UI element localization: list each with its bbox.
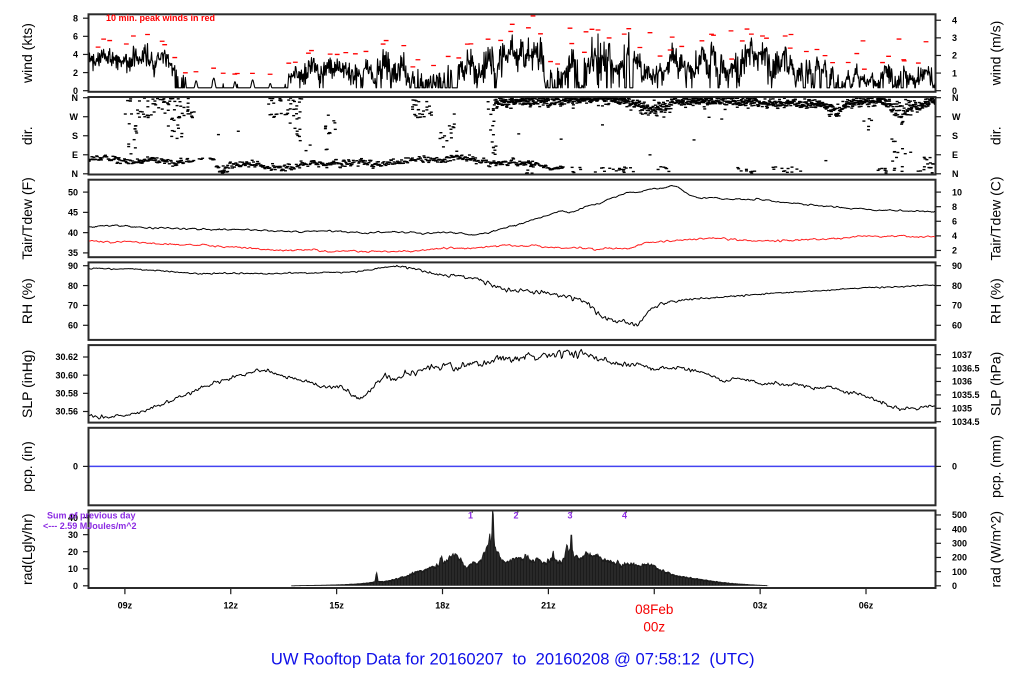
svg-text:1035: 1035	[952, 404, 972, 414]
svg-text:400: 400	[952, 524, 967, 534]
svg-text:500: 500	[952, 510, 967, 520]
svg-text:4: 4	[73, 50, 78, 60]
svg-text:0: 0	[73, 462, 78, 472]
svg-text:Tair/Tdew (C): Tair/Tdew (C)	[988, 176, 1004, 260]
svg-text:0: 0	[952, 86, 957, 96]
svg-text:4: 4	[622, 511, 627, 521]
svg-text:1: 1	[468, 511, 473, 521]
svg-text:90: 90	[952, 261, 962, 271]
svg-text:rad (W/m^2): rad (W/m^2)	[988, 511, 1004, 588]
svg-text:0: 0	[952, 462, 957, 472]
svg-text:Tair/Tdew (F): Tair/Tdew (F)	[19, 177, 35, 259]
svg-text:80: 80	[952, 281, 962, 291]
svg-text:E: E	[952, 150, 958, 160]
svg-text:12z: 12z	[224, 601, 239, 611]
svg-text:0: 0	[73, 86, 78, 96]
svg-text:pcp. (mm): pcp. (mm)	[988, 435, 1004, 498]
svg-text:3: 3	[952, 33, 957, 43]
svg-text:45: 45	[68, 208, 78, 218]
svg-text:RH (%): RH (%)	[19, 278, 35, 324]
svg-text:30.58: 30.58	[55, 389, 78, 399]
svg-text:rad(Lgly/hr): rad(Lgly/hr)	[19, 513, 35, 585]
svg-text:30.56: 30.56	[55, 407, 78, 417]
svg-text:09z: 09z	[118, 601, 133, 611]
svg-text:dir.: dir.	[19, 126, 35, 145]
svg-text:S: S	[72, 131, 78, 141]
svg-text:1037: 1037	[952, 350, 972, 360]
svg-text:40: 40	[68, 513, 78, 523]
svg-text:2: 2	[513, 511, 518, 521]
svg-text:2: 2	[73, 68, 78, 78]
svg-text:1034.5: 1034.5	[952, 417, 980, 427]
svg-text:08Feb: 08Feb	[635, 602, 673, 617]
svg-text:Sum of previous day: Sum of previous day	[47, 511, 136, 521]
svg-text:N: N	[952, 93, 959, 103]
svg-text:RH (%): RH (%)	[988, 278, 1004, 324]
svg-text:3: 3	[567, 511, 572, 521]
svg-text:6: 6	[952, 216, 957, 226]
svg-text:30: 30	[68, 530, 78, 540]
svg-text:<--- 2.59 MJoules/m^2: <--- 2.59 MJoules/m^2	[43, 521, 137, 531]
svg-text:1035.5: 1035.5	[952, 390, 980, 400]
svg-text:W: W	[70, 112, 79, 122]
svg-text:W: W	[952, 112, 961, 122]
svg-text:10: 10	[68, 564, 78, 574]
svg-text:06z: 06z	[859, 601, 874, 611]
svg-text:200: 200	[952, 553, 967, 563]
svg-text:wind (kts): wind (kts)	[19, 23, 35, 84]
svg-text:E: E	[72, 150, 78, 160]
svg-text:pcp. (in): pcp. (in)	[19, 441, 35, 492]
svg-text:80: 80	[68, 281, 78, 291]
svg-text:SLP (hPa): SLP (hPa)	[988, 352, 1004, 416]
svg-text:SLP (inHg): SLP (inHg)	[19, 350, 35, 418]
svg-text:100: 100	[952, 567, 967, 577]
svg-text:300: 300	[952, 539, 967, 549]
svg-text:18z: 18z	[435, 601, 450, 611]
svg-text:N: N	[72, 93, 79, 103]
svg-text:60: 60	[68, 321, 78, 331]
svg-text:N: N	[72, 169, 79, 179]
svg-text:70: 70	[68, 301, 78, 311]
svg-text:UW Rooftop Data for 20160207: UW Rooftop Data for 20160207 to 20160208…	[271, 649, 755, 668]
svg-text:10: 10	[952, 187, 962, 197]
svg-text:S: S	[952, 131, 958, 141]
svg-text:1: 1	[952, 68, 957, 78]
svg-text:15z: 15z	[329, 601, 344, 611]
svg-text:20: 20	[68, 547, 78, 557]
svg-text:2: 2	[952, 51, 957, 61]
svg-text:03z: 03z	[753, 601, 768, 611]
svg-text:30.62: 30.62	[55, 352, 78, 362]
svg-text:0: 0	[73, 581, 78, 591]
svg-text:30.60: 30.60	[55, 370, 78, 380]
svg-text:4: 4	[952, 231, 957, 241]
svg-text:35: 35	[68, 248, 78, 258]
svg-text:2: 2	[952, 246, 957, 256]
svg-text:wind (m/s): wind (m/s)	[988, 21, 1004, 87]
svg-text:1036: 1036	[952, 377, 972, 387]
svg-text:6: 6	[73, 32, 78, 42]
svg-text:8: 8	[73, 13, 78, 23]
svg-text:90: 90	[68, 261, 78, 271]
svg-text:N: N	[952, 169, 959, 179]
svg-text:4: 4	[952, 15, 957, 25]
svg-text:dir.: dir.	[988, 126, 1004, 145]
svg-text:0: 0	[952, 581, 957, 591]
svg-text:1036.5: 1036.5	[952, 363, 980, 373]
svg-text:40: 40	[68, 228, 78, 238]
svg-text:70: 70	[952, 301, 962, 311]
svg-text:60: 60	[952, 321, 962, 331]
svg-text:21z: 21z	[541, 601, 556, 611]
svg-text:8: 8	[952, 202, 957, 212]
svg-text:00z: 00z	[643, 619, 665, 634]
svg-text:10 min. peak winds in red: 10 min. peak winds in red	[106, 13, 215, 23]
svg-text:50: 50	[68, 187, 78, 197]
